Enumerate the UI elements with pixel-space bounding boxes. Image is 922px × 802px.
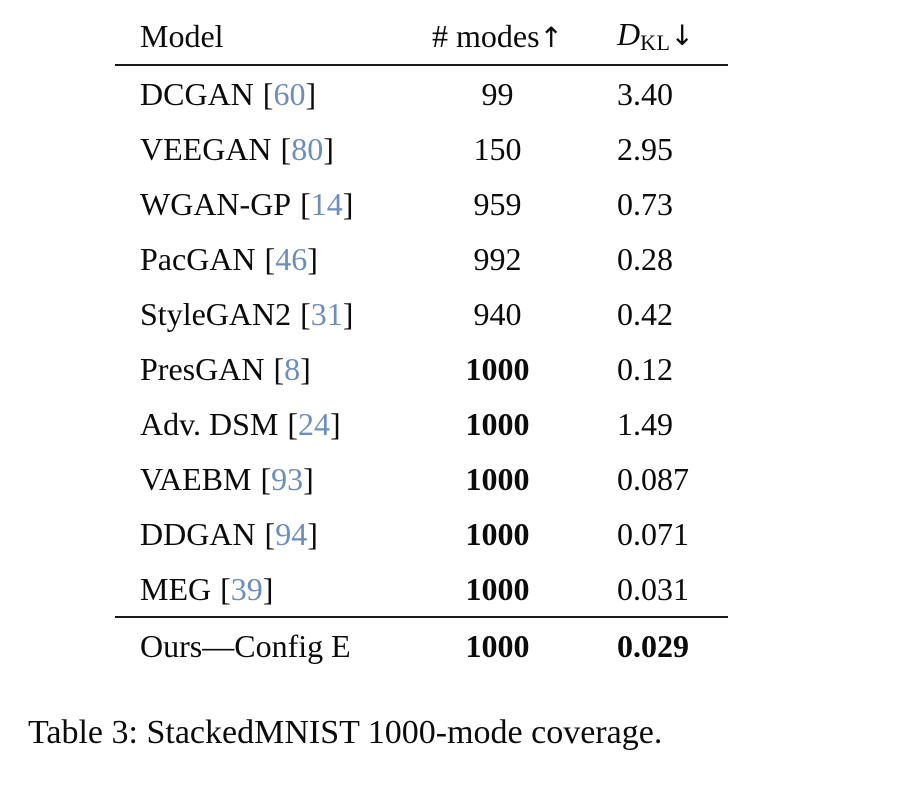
- bracket-open: [: [300, 185, 311, 222]
- dkl-symbol: D: [617, 16, 641, 52]
- up-arrow-icon: ↑: [539, 21, 563, 54]
- table-caption: Table 3: StackedMNIST 1000-mode coverage…: [28, 714, 663, 751]
- citation-link[interactable]: 93: [271, 460, 304, 497]
- dkl-value: 0.071: [617, 515, 689, 552]
- modes-header-label: # modes: [431, 18, 540, 54]
- table-row-vaebm: VAEBM [93] 1000 0.087: [115, 451, 728, 506]
- modes-value: 1000: [465, 515, 530, 552]
- table-row-meg: MEG [39] 1000 0.031: [115, 561, 728, 616]
- dkl-subscript: KL: [640, 30, 671, 55]
- bracket-close: ]: [330, 405, 341, 442]
- dkl-value: 3.40: [617, 75, 673, 112]
- bracket-open: [: [280, 130, 292, 167]
- table-row-wgan-gp: WGAN-GP [14] 959 0.73: [115, 176, 728, 231]
- bracket-close: ]: [307, 515, 318, 552]
- modes-value: 99: [481, 75, 514, 112]
- modes-value: 959: [473, 185, 522, 222]
- model-name: Adv. DSM: [140, 405, 279, 442]
- table-row-dcgan: DCGAN [60] 99 3.40: [115, 66, 728, 121]
- modes-value: 1000: [465, 405, 530, 442]
- modes-value: 940: [473, 295, 522, 332]
- model-name: VAEBM: [140, 460, 252, 497]
- table-header-row: Model # modes↑ DKL↓: [115, 8, 728, 64]
- bracket-open: [: [220, 570, 231, 607]
- col-header-model: Model: [140, 18, 224, 54]
- bracket-close: ]: [307, 240, 318, 277]
- citation-link[interactable]: 80: [291, 130, 324, 167]
- model-name: PresGAN: [140, 350, 265, 387]
- model-name: VEEGAN: [140, 130, 272, 167]
- col-header-dkl: DKL↓: [590, 18, 728, 54]
- mid-rule: [115, 616, 728, 618]
- dkl-value: 0.031: [617, 570, 689, 607]
- citation-link[interactable]: 60: [273, 75, 306, 112]
- bracket-close: ]: [342, 185, 354, 222]
- citation-link[interactable]: 24: [298, 405, 331, 442]
- table-row-stylegan2: StyleGAN2 [31] 940 0.42: [115, 286, 728, 341]
- model-name: DDGAN: [140, 515, 256, 552]
- modes-value: 1000: [465, 627, 530, 664]
- dkl-value: 1.49: [617, 405, 673, 442]
- bracket-close: ]: [305, 75, 317, 112]
- dkl-value: 0.12: [617, 350, 673, 387]
- citation-link[interactable]: 46: [275, 240, 308, 277]
- model-name: StyleGAN2: [140, 295, 292, 332]
- bracket-open: [: [300, 295, 311, 332]
- bracket-open: [: [273, 350, 285, 387]
- bracket-close: ]: [323, 130, 334, 167]
- dkl-value: 2.95: [617, 130, 673, 167]
- bracket-open: [: [264, 515, 276, 552]
- table-row-ours: Ours—Config E 1000 0.029: [115, 618, 728, 673]
- citation-link[interactable]: 31: [310, 295, 343, 332]
- citation-link[interactable]: 14: [310, 185, 343, 222]
- bracket-open: [: [264, 240, 276, 277]
- bracket-close: ]: [262, 570, 274, 607]
- header-rule: [115, 64, 728, 66]
- dkl-value: 0.73: [617, 185, 673, 222]
- results-table: Model # modes↑ DKL↓ DCGAN [60] 99 3.40 VE…: [115, 8, 728, 673]
- bracket-close: ]: [303, 460, 314, 497]
- down-arrow-icon: ↓: [670, 19, 694, 52]
- bracket-close: ]: [342, 295, 354, 332]
- bracket-open: [: [260, 460, 272, 497]
- bracket-open: [: [262, 75, 274, 112]
- dkl-value: 0.029: [617, 627, 689, 664]
- model-name: PacGAN: [140, 240, 256, 277]
- model-name: MEG: [140, 570, 212, 607]
- modes-value: 992: [473, 240, 522, 277]
- citation-link[interactable]: 39: [230, 570, 263, 607]
- table-row-adv-dsm: Adv. DSM [24] 1000 1.49: [115, 396, 728, 451]
- model-name: WGAN-GP: [140, 185, 292, 222]
- modes-value: 1000: [465, 570, 530, 607]
- modes-value: 150: [473, 130, 522, 167]
- table-row-veegan: VEEGAN [80] 150 2.95: [115, 121, 728, 176]
- table-row-pacgan: PacGAN [46] 992 0.28: [115, 231, 728, 286]
- dkl-value: 0.28: [617, 240, 673, 277]
- table-row-ddgan: DDGAN [94] 1000 0.071: [115, 506, 728, 561]
- model-name: DCGAN: [140, 75, 254, 112]
- bracket-open: [: [287, 405, 299, 442]
- citation-link[interactable]: 8: [284, 350, 301, 387]
- modes-value: 1000: [465, 460, 530, 497]
- citation-link[interactable]: 94: [275, 515, 308, 552]
- col-header-modes: # modes↑: [405, 20, 590, 52]
- dkl-value: 0.42: [617, 295, 673, 332]
- bracket-close: ]: [300, 350, 311, 387]
- model-name: Ours—Config E: [140, 627, 351, 664]
- modes-value: 1000: [465, 350, 530, 387]
- table-row-presgan: PresGAN [8] 1000 0.12: [115, 341, 728, 396]
- dkl-value: 0.087: [617, 460, 689, 497]
